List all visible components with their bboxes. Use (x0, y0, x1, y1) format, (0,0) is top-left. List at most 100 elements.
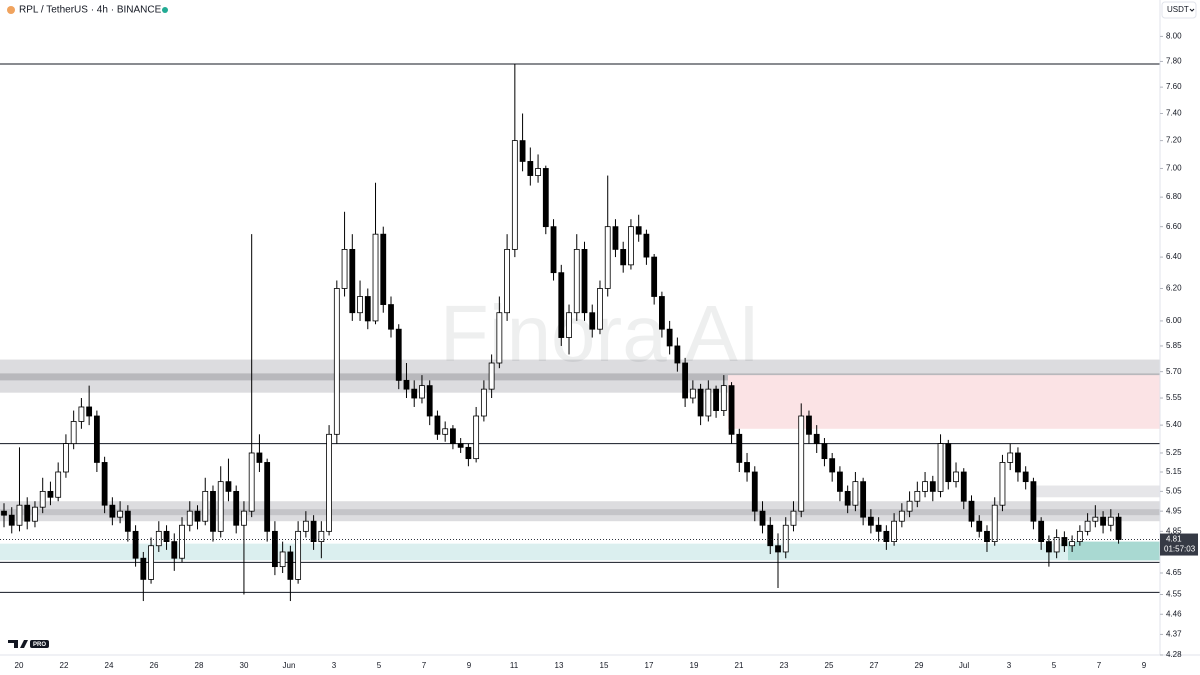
x-tick-label: 30 (240, 661, 249, 670)
candle-body (1061, 537, 1068, 547)
y-tick-label: 6.00 (1166, 316, 1182, 325)
candle-body (883, 530, 890, 543)
x-tick-label: 26 (150, 661, 159, 670)
candle-body (264, 462, 271, 532)
candle-body (867, 516, 874, 526)
candle-body (442, 428, 449, 435)
candle-body (132, 530, 139, 559)
candle-body (519, 140, 526, 162)
candle-body (767, 524, 774, 547)
y-tick-label: 6.40 (1166, 252, 1182, 261)
candle-body (47, 490, 54, 498)
candle-body (1084, 520, 1091, 532)
candle-body (55, 471, 62, 498)
candle-body (790, 510, 797, 526)
currency-button[interactable] (1161, 1, 1197, 19)
x-tick-label: 24 (105, 661, 114, 670)
currency-label[interactable]: USDT (1167, 5, 1189, 14)
dropdown-arrow (1189, 8, 1195, 12)
candle-body (798, 415, 805, 512)
candle-body (558, 272, 565, 338)
pro-badge (30, 640, 49, 648)
candle-body (155, 530, 162, 547)
candle-body (8, 514, 15, 526)
candle-body (403, 379, 410, 390)
candle-body (434, 415, 441, 435)
y-tick-label: 5.05 (1166, 486, 1182, 495)
candle-body (287, 551, 294, 580)
candle-body (457, 443, 464, 448)
market-status (162, 7, 168, 13)
candle-body (666, 328, 673, 347)
candle-body (233, 490, 240, 526)
candle-body (186, 510, 193, 526)
zones (0, 63, 1160, 593)
y-tick-label: 6.20 (1166, 284, 1182, 293)
candle-body (333, 288, 340, 435)
y-tick-label: 5.55 (1166, 393, 1182, 402)
candle-body (256, 452, 263, 463)
candle-body (984, 530, 990, 543)
candle-body (86, 406, 93, 417)
y-tick-label: 4.37 (1166, 630, 1182, 639)
candle-body (1015, 452, 1021, 473)
x-tick-label: 27 (870, 661, 879, 670)
candle-body (202, 490, 209, 522)
candle-body (829, 458, 836, 473)
candle-body (612, 226, 619, 250)
candle-body (891, 520, 897, 543)
candle-body (480, 388, 487, 417)
candle-body (635, 226, 642, 235)
last-price-label: 4.81 (1166, 535, 1182, 544)
candle-body (318, 530, 325, 543)
candle-body (937, 443, 944, 492)
candle-body (271, 530, 278, 568)
candle-body (922, 481, 928, 492)
candle-body (117, 510, 123, 518)
candle-body (357, 296, 363, 314)
zone (0, 509, 1160, 516)
y-tick-label: 5.40 (1166, 420, 1182, 429)
candle-body (341, 248, 348, 289)
candle-body (1053, 537, 1060, 553)
symbol-icon (7, 6, 15, 14)
candle-body (63, 443, 69, 473)
candle-body (898, 510, 905, 522)
candle-body (604, 226, 611, 289)
candle-body (837, 471, 843, 492)
x-tick-label: 9 (1142, 661, 1147, 670)
candle-body (1007, 452, 1014, 463)
candle-body (93, 415, 100, 463)
candle-body (728, 385, 735, 435)
candle-body (1092, 516, 1099, 522)
candle-body (999, 462, 1006, 506)
candle-body (225, 481, 232, 492)
candle-body (759, 510, 766, 526)
candle-body (1046, 541, 1052, 553)
candle-body (163, 530, 170, 543)
symbol-title[interactable]: RPL / TetherUS · 4h · BINANCE (19, 5, 162, 16)
candle-body (860, 481, 867, 518)
candle-body (960, 471, 967, 502)
y-tick-label: 4.95 (1166, 506, 1182, 515)
candle-body (1038, 520, 1045, 543)
y-tick-label: 5.85 (1166, 341, 1182, 350)
candle-body (929, 481, 936, 492)
candle-body (527, 161, 534, 176)
candle-body (349, 248, 356, 314)
x-tick-label: 5 (377, 661, 382, 670)
candle-body (1022, 471, 1029, 483)
candle-body (473, 415, 480, 460)
candle-body (16, 504, 23, 526)
candle-body (573, 248, 580, 314)
x-tick-label: 19 (690, 661, 699, 670)
x-tick-label: 20 (15, 661, 24, 670)
candle-body (450, 428, 456, 445)
x-tick-label: 15 (600, 661, 609, 670)
x-tick-label: 22 (60, 661, 69, 670)
y-tick-label: 7.40 (1166, 109, 1182, 118)
x-tick-label: 29 (915, 661, 924, 670)
y-tick-label: 7.00 (1166, 164, 1182, 173)
zone (1068, 541, 1160, 561)
candle-body (302, 520, 309, 532)
